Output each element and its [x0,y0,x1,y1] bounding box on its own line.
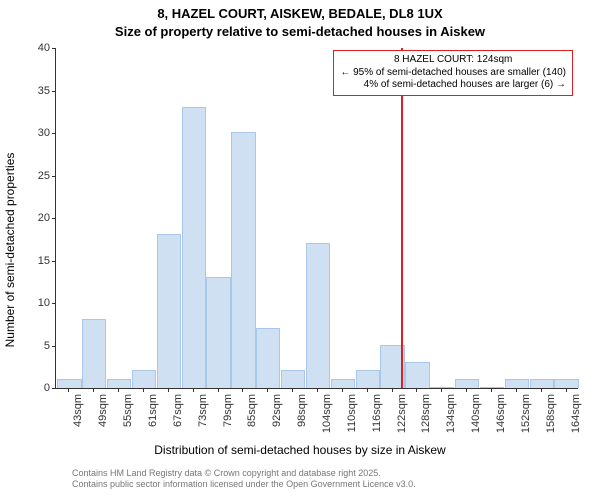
xtick-label: 158sqm [545,394,557,433]
xtick-mark [566,388,567,392]
bar [256,328,280,389]
bar [356,370,380,388]
xtick-mark [68,388,69,392]
ytick-label: 35 [38,85,56,97]
bar [157,234,181,388]
marker-annotation-line: 4% of semi-detached houses are larger (6… [340,79,566,92]
xtick-label: 122sqm [396,394,408,433]
marker-line [401,48,403,388]
xtick-label: 67sqm [172,394,184,427]
bar [505,379,529,389]
bar [554,379,578,389]
xtick-label: 116sqm [371,394,383,432]
xtick-label: 79sqm [222,394,234,427]
xtick-label: 164sqm [570,394,582,433]
plot-area: 051015202530354043sqm49sqm55sqm61sqm67sq… [55,48,578,389]
xtick-mark [367,388,368,392]
xtick-label: 92sqm [271,394,283,427]
ytick-label: 5 [44,340,56,352]
y-axis-label: Number of semi-detached properties [3,153,17,348]
xtick-label: 146sqm [495,394,507,433]
ytick-label: 0 [44,382,56,394]
xtick-label: 55sqm [122,394,134,427]
xtick-label: 134sqm [445,394,457,433]
xtick-mark [541,388,542,392]
bar [132,370,156,388]
chart-subtitle: Size of property relative to semi-detach… [0,24,600,39]
xtick-mark [466,388,467,392]
xtick-mark [193,388,194,392]
xtick-mark [392,388,393,392]
xtick-label: 128sqm [420,394,432,433]
chart-container: 8, HAZEL COURT, AISKEW, BEDALE, DL8 1UX … [0,0,600,500]
xtick-mark [292,388,293,392]
xtick-mark [93,388,94,392]
footnote: Contains HM Land Registry data © Crown c… [72,468,416,490]
xtick-mark [267,388,268,392]
ytick-label: 10 [38,297,56,309]
ytick-label: 20 [38,212,56,224]
xtick-label: 61sqm [147,394,159,427]
ytick-label: 25 [38,170,56,182]
bar [206,277,230,389]
bar [281,370,305,388]
bar [82,319,106,388]
xtick-label: 152sqm [520,394,532,433]
xtick-label: 98sqm [296,394,308,427]
xtick-mark [317,388,318,392]
chart-title: 8, HAZEL COURT, AISKEW, BEDALE, DL8 1UX [0,6,600,21]
bar [405,362,429,389]
x-axis-label: Distribution of semi-detached houses by … [0,443,600,457]
xtick-mark [342,388,343,392]
ytick-label: 30 [38,127,56,139]
xtick-label: 85sqm [246,394,258,427]
xtick-mark [143,388,144,392]
bar [530,379,554,389]
bar [331,379,355,389]
xtick-label: 49sqm [97,394,109,427]
xtick-label: 104sqm [321,394,333,433]
bar [306,243,330,389]
xtick-mark [242,388,243,392]
bar [57,379,81,389]
xtick-mark [118,388,119,392]
marker-annotation-line: 8 HAZEL COURT: 124sqm [340,54,566,67]
xtick-label: 140sqm [470,394,482,433]
bar [455,379,479,389]
bar [430,387,454,388]
xtick-label: 43sqm [72,394,84,427]
xtick-mark [218,388,219,392]
ytick-label: 40 [38,42,56,54]
xtick-label: 110sqm [346,394,358,432]
xtick-mark [441,388,442,392]
xtick-mark [168,388,169,392]
bar [480,387,504,388]
ytick-label: 15 [38,255,56,267]
bar [107,379,131,389]
marker-annotation-line: ← 95% of semi-detached houses are smalle… [340,67,566,80]
xtick-mark [491,388,492,392]
xtick-mark [516,388,517,392]
marker-annotation: 8 HAZEL COURT: 124sqm← 95% of semi-detac… [333,50,573,96]
xtick-label: 73sqm [197,394,209,427]
bar [182,107,206,389]
xtick-mark [416,388,417,392]
bar [231,132,255,388]
